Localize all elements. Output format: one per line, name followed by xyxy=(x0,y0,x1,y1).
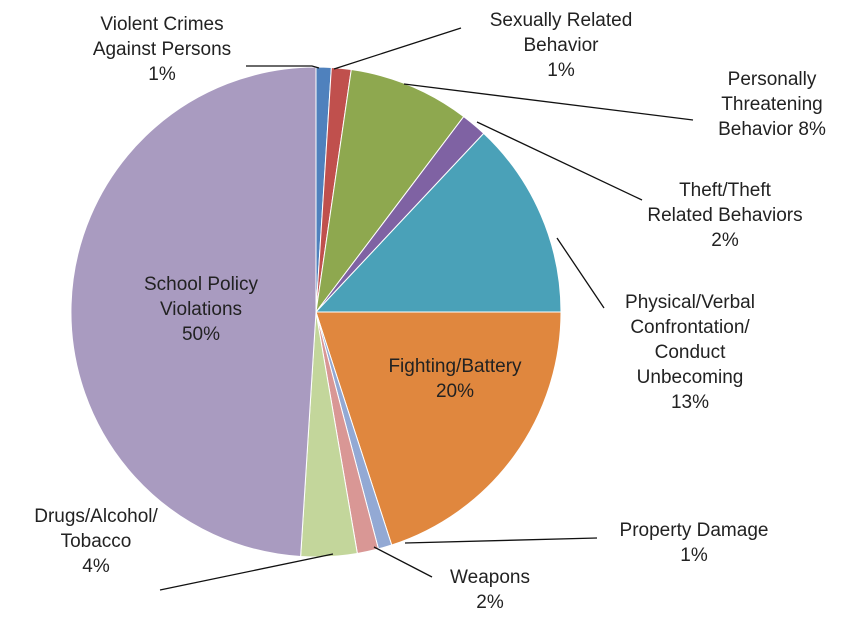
label-line: Behavior 8% xyxy=(718,119,826,140)
label-percent: 1% xyxy=(148,64,176,85)
slice-labels: Violent Crimes Against Persons 1%Sexually … xyxy=(34,10,826,613)
label-line: Violations xyxy=(160,299,242,320)
label-line: Theft/Theft xyxy=(679,180,772,201)
data-label-school-policy: School Policy Violations 50% xyxy=(144,274,259,345)
pie-slice-personally-threatening xyxy=(315,68,465,313)
label-line: Conduct xyxy=(655,342,726,363)
label-line: Sexually Related xyxy=(490,10,633,31)
data-label-violent-crimes: Violent Crimes Against Persons 1% xyxy=(93,14,231,85)
data-label-physical-verbal: Physical/Verbal Confrontation/Conduct Unbe… xyxy=(625,292,755,413)
label-percent: 2% xyxy=(476,592,504,613)
data-label-theft: Theft/Theft Related Behaviors 2% xyxy=(647,180,802,251)
pie-slice-school-policy xyxy=(70,66,317,558)
label-line: Property Damage xyxy=(620,520,769,541)
leader-line-property-damage xyxy=(404,537,598,544)
label-percent: 13% xyxy=(671,392,709,413)
label-line: Unbecoming xyxy=(637,367,744,388)
data-label-weapons: Weapons 2% xyxy=(450,567,530,613)
label-percent: 20% xyxy=(436,381,474,402)
label-percent: 1% xyxy=(547,60,575,81)
label-line: Fighting/Battery xyxy=(388,356,522,377)
pie-slice-fighting-battery xyxy=(315,311,562,546)
label-percent: 2% xyxy=(711,230,739,251)
data-label-personally-threatening: Personally Threatening Behavior 8% xyxy=(718,69,826,140)
leader-line-theft xyxy=(476,121,643,201)
label-line: Drugs/Alcohol/ xyxy=(34,506,158,527)
label-line: Threatening xyxy=(721,94,822,115)
label-line: Behavior xyxy=(524,35,600,56)
leader-line-physical-verbal xyxy=(556,237,605,309)
label-line: Violent Crimes xyxy=(100,14,223,35)
leader-line-violent-crimes xyxy=(246,65,320,69)
data-label-drugs-alcohol: Drugs/Alcohol/Tobacco 4% xyxy=(34,506,158,577)
data-label-sexually-related: Sexually Related Behavior 1% xyxy=(490,10,633,81)
label-line: Against Persons xyxy=(93,39,231,60)
pie-slice-physical-verbal xyxy=(314,132,562,313)
label-percent: 1% xyxy=(680,545,708,566)
label-line: Related Behaviors xyxy=(647,205,802,226)
label-line: Tobacco xyxy=(61,531,132,552)
leader-line-weapons xyxy=(373,546,433,578)
label-line: Personally xyxy=(728,69,817,90)
data-label-fighting-battery: Fighting/Battery 20% xyxy=(388,356,522,402)
label-percent: 4% xyxy=(82,556,110,577)
pie-slices xyxy=(70,66,562,558)
leader-line-personally-threatening xyxy=(403,83,694,121)
leader-lines xyxy=(159,27,694,591)
label-line: Confrontation/ xyxy=(630,317,750,338)
leader-line-drugs-alcohol xyxy=(159,553,334,591)
label-percent: 50% xyxy=(182,324,220,345)
label-line: School Policy xyxy=(144,274,259,295)
data-label-property-damage: Property Damage 1% xyxy=(620,520,769,566)
label-line: Physical/Verbal xyxy=(625,292,755,313)
leader-line-sexually-related xyxy=(333,27,462,70)
label-line: Weapons xyxy=(450,567,530,588)
